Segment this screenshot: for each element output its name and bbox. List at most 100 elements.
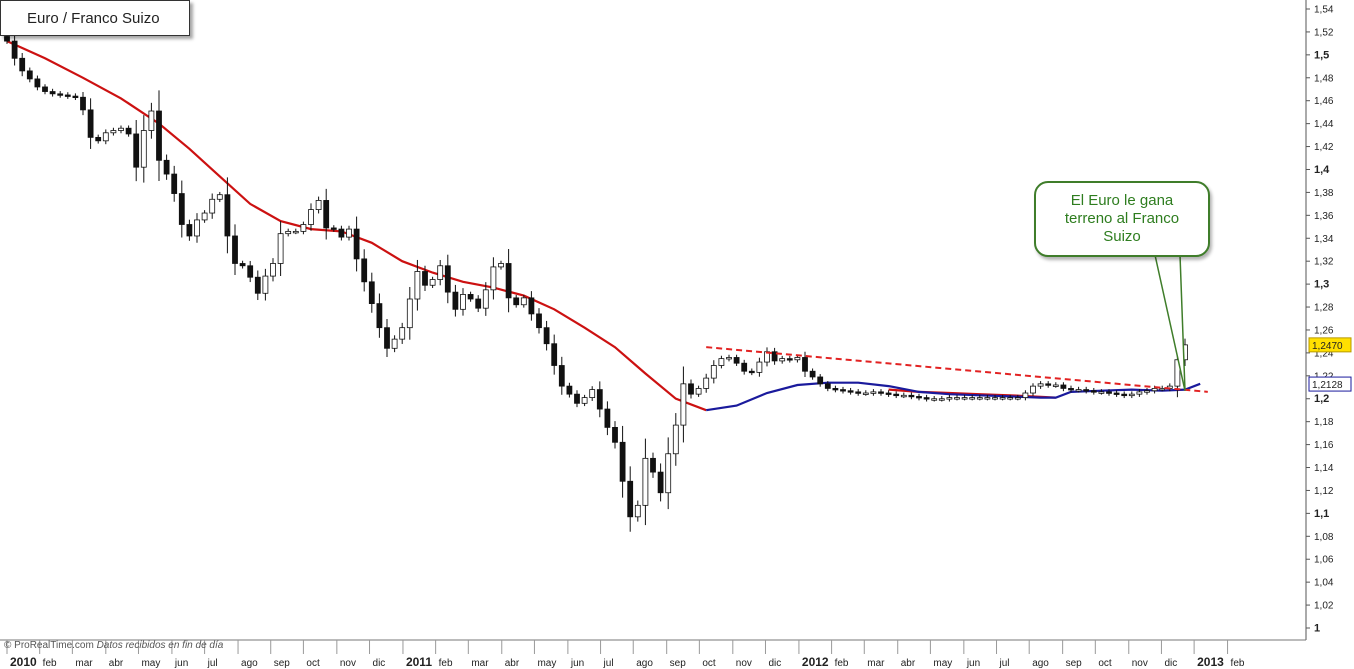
x-tick-label: sep <box>274 658 291 669</box>
candle-body <box>247 265 254 278</box>
candle-body <box>315 200 322 211</box>
candle-body <box>619 441 626 482</box>
y-tick-label: 1 <box>1314 623 1320 635</box>
x-tick-label: 2012 <box>802 655 829 669</box>
candle-body <box>4 36 10 42</box>
x-tick-label: feb <box>439 658 453 669</box>
candle-body <box>741 362 748 372</box>
x-tick-label: oct <box>1098 658 1112 669</box>
candle-body <box>946 397 953 400</box>
candle-body <box>1045 383 1052 386</box>
candle-body <box>475 298 482 309</box>
candle-body <box>201 212 208 221</box>
candle-body <box>695 388 702 395</box>
x-tick-label: nov <box>736 658 752 669</box>
candle-body <box>1037 383 1044 387</box>
candle-body <box>26 70 33 80</box>
candle-body <box>992 397 998 400</box>
candle-body <box>467 294 474 300</box>
y-tick-label: 1,44 <box>1314 119 1334 130</box>
candle-body <box>916 396 922 399</box>
candle-body <box>558 365 565 387</box>
candle-body <box>779 358 786 362</box>
candle-body <box>72 95 79 99</box>
candle-body <box>665 453 672 494</box>
x-tick-label: dic <box>768 658 781 669</box>
candle-body <box>1106 391 1112 394</box>
candle-body <box>718 358 725 366</box>
candle-body <box>353 228 360 260</box>
candle-body <box>1121 393 1128 397</box>
candle-body <box>1151 388 1158 392</box>
candle-body <box>855 391 862 394</box>
candle-body <box>1060 384 1067 389</box>
candle-body <box>1128 393 1135 397</box>
candle-body <box>536 313 542 329</box>
candle-body <box>87 109 94 138</box>
x-tick-label: mar <box>471 658 489 669</box>
candle-body <box>1030 385 1036 394</box>
x-tick-label: abr <box>505 658 520 669</box>
x-tick-label: feb <box>835 658 849 669</box>
candle-body <box>1014 397 1021 400</box>
y-tick-label: 1,12 <box>1314 486 1334 497</box>
candle-body <box>703 377 710 389</box>
candle-body <box>1075 389 1082 392</box>
x-tick-label: mar <box>75 658 93 669</box>
candle-body <box>657 471 664 494</box>
y-tick-label: 1,14 <box>1314 463 1334 474</box>
candle-body <box>42 86 48 92</box>
candle-body <box>596 389 603 410</box>
x-tick-label: dic <box>1164 658 1177 669</box>
candle-body <box>277 233 284 264</box>
candle-body <box>64 94 71 97</box>
y-tick-label: 1,2 <box>1314 393 1329 405</box>
x-tick-label: 2010 <box>10 655 37 669</box>
candle-body <box>1098 391 1105 394</box>
candle-body <box>688 383 694 395</box>
candle-body <box>80 96 86 111</box>
x-tick-label: jun <box>174 658 188 669</box>
candle-body <box>543 327 550 345</box>
last-price-label: 1,2470 <box>1312 341 1343 352</box>
trendline <box>706 346 1208 393</box>
candle-body <box>57 93 64 96</box>
candle-body <box>672 424 679 455</box>
candle-body <box>148 110 155 131</box>
candle-body <box>802 357 808 372</box>
candle-body <box>954 397 960 400</box>
x-tick-label: 2011 <box>406 655 432 669</box>
candle-body <box>1159 388 1166 391</box>
x-tick-label: may <box>933 658 952 669</box>
candle-body <box>482 289 489 309</box>
candle-body <box>520 297 527 306</box>
candle-body <box>323 200 330 229</box>
candle-body <box>133 133 140 168</box>
candle-body <box>11 40 18 59</box>
candle-body <box>528 297 535 315</box>
candle-body <box>589 389 596 398</box>
candle-body <box>885 392 892 395</box>
candle-body <box>102 132 109 142</box>
candle-body <box>110 130 117 134</box>
candle-body <box>847 390 854 393</box>
x-tick-label: sep <box>1066 658 1083 669</box>
x-tick-label: abr <box>109 658 124 669</box>
x-tick-label: nov <box>1132 658 1148 669</box>
candle-body <box>969 397 976 400</box>
candle-body <box>794 357 801 361</box>
candle-body <box>118 127 124 131</box>
y-tick-label: 1,28 <box>1314 303 1334 314</box>
x-tick-label: jul <box>207 658 218 669</box>
x-tick-label: 2013 <box>1197 655 1224 669</box>
x-tick-label: ago <box>636 658 653 669</box>
candle-body <box>300 224 307 232</box>
x-tick-label: feb <box>43 658 57 669</box>
candle-body <box>19 57 26 72</box>
candle-body <box>285 230 292 235</box>
candle-body <box>961 397 968 400</box>
candle-body <box>786 358 793 361</box>
candle-body <box>49 91 56 95</box>
candle-body <box>125 127 132 135</box>
candle-body <box>216 194 223 200</box>
